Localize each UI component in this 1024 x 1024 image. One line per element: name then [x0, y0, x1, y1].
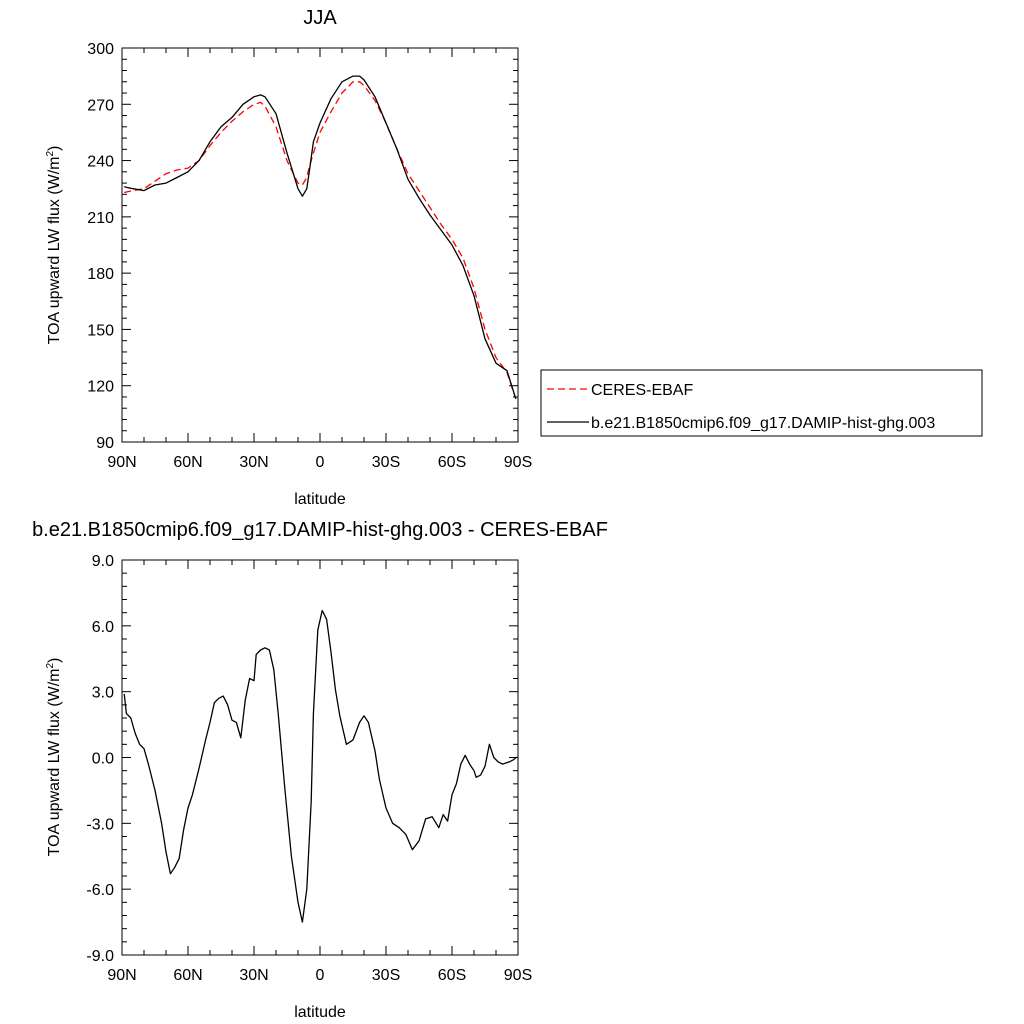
top-y-tick-label: 300 [87, 41, 114, 58]
top-series-line-1 [124, 75, 517, 399]
bottom-panel: b.e21.B1850cmip6.f09_g17.DAMIP-hist-ghg.… [32, 519, 608, 1021]
bottom-x-tick-label: 90N [107, 967, 136, 984]
bottom-y-tick-label: -9.0 [86, 948, 114, 965]
top-y-axis-label-close: ) [46, 146, 63, 151]
top-x-tick-label: 0 [316, 454, 325, 471]
bottom-y-tick-label: 9.0 [92, 553, 114, 570]
top-x-tick-label: 60S [438, 454, 466, 471]
top-y-axis-label-text: TOA upward LW flux (W/m [46, 157, 63, 345]
bottom-series-line-0 [123, 609, 518, 923]
top-x-axis-label: latitude [294, 491, 346, 508]
top-x-tick-label: 90S [504, 454, 532, 471]
bottom-x-tick-label: 90S [504, 967, 532, 984]
top-y-tick-label: 120 [87, 379, 114, 396]
top-chart-title: JJA [303, 7, 337, 29]
bottom-x-tick-label: 0 [316, 967, 325, 984]
bottom-x-tick-label: 60S [438, 967, 466, 984]
bottom-axis-ticks: 90N 60N 30N 0 30S 60S 90S -9.0 -6.0 -3.0 0.0 3.0 6.0… [86, 553, 532, 984]
top-y-tick-label: 240 [87, 154, 114, 171]
legend-label-model: b.e21.B1850cmip6.f09_g17.DAMIP-hist-ghg.… [591, 415, 935, 432]
bottom-series-lines [123, 609, 518, 923]
bottom-y-axis-label-sup: 2 [45, 663, 56, 669]
top-y-axis-label: TOA upward LW flux (W/m2) [45, 146, 63, 345]
bottom-x-tick-label: 30S [372, 967, 400, 984]
top-y-tick-label: 180 [87, 266, 114, 283]
top-x-tick-label: 30N [239, 454, 268, 471]
bottom-y-axis-label-text: TOA upward LW flux (W/m [46, 669, 63, 857]
top-x-tick-label: 90N [107, 454, 136, 471]
bottom-x-tick-label: 30N [239, 967, 268, 984]
bottom-y-tick-label: -6.0 [86, 882, 114, 899]
bottom-y-axis-label-close: ) [46, 658, 63, 663]
bottom-chart-title: b.e21.B1850cmip6.f09_g17.DAMIP-hist-ghg.… [32, 519, 608, 541]
bottom-y-axis-label: TOA upward LW flux (W/m2) [45, 658, 63, 857]
bottom-x-axis-label: latitude [294, 1004, 346, 1021]
legend-label-ceres: CERES-EBAF [591, 382, 693, 399]
top-panel: JJA 90N 60N 30N 0 30S 60S 90S 90 120 150 180 210 240… [45, 7, 532, 508]
top-y-axis-label-sup: 2 [45, 151, 56, 157]
bottom-y-tick-label: -3.0 [86, 816, 114, 833]
bottom-y-tick-label: 6.0 [92, 619, 114, 636]
top-series-lines [124, 75, 517, 400]
bottom-y-tick-label: 0.0 [92, 751, 114, 768]
top-y-tick-label: 270 [87, 97, 114, 114]
bottom-x-tick-label: 60N [173, 967, 202, 984]
top-y-tick-label: 150 [87, 322, 114, 339]
top-y-tick-label: 90 [96, 435, 114, 452]
top-series-line-0 [124, 81, 517, 400]
top-x-tick-label: 30S [372, 454, 400, 471]
top-plot-frame [121, 47, 519, 443]
bottom-y-tick-label: 3.0 [92, 685, 114, 702]
legend-box [540, 369, 983, 437]
top-legend: CERES-EBAF b.e21.B1850cmip6.f09_g17.DAMI… [540, 369, 983, 437]
top-y-tick-label: 210 [87, 210, 114, 227]
top-axis-ticks: 90N 60N 30N 0 30S 60S 90S 90 120 150 180 210 240 270 3… [87, 41, 532, 471]
top-x-tick-label: 60N [173, 454, 202, 471]
